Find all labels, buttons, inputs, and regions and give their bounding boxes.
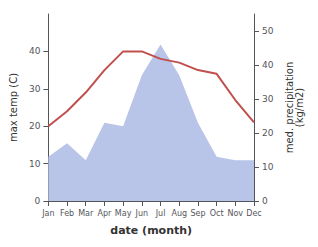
svg-text:Feb: Feb [60,209,74,218]
svg-text:Aug: Aug [171,209,187,218]
svg-text:0: 0 [35,196,41,206]
svg-text:Sep: Sep [190,209,205,218]
svg-text:Jan: Jan [41,209,54,218]
svg-text:20: 20 [29,121,41,131]
svg-text:May: May [115,209,132,218]
svg-text:10: 10 [262,162,274,172]
svg-text:Jun: Jun [135,209,149,218]
svg-text:50: 50 [262,26,274,36]
svg-text:40: 40 [262,60,274,70]
svg-text:Dec: Dec [246,209,261,218]
svg-text:Apr: Apr [98,209,113,218]
svg-text:max temp (C): max temp (C) [8,73,19,142]
svg-text:Nov: Nov [227,209,243,218]
svg-text:30: 30 [29,84,41,94]
svg-text:Jul: Jul [155,209,166,218]
svg-text:(kg/m2): (kg/m2) [294,88,305,128]
svg-text:40: 40 [29,46,41,56]
svg-text:date (month): date (month) [110,224,192,237]
svg-text:med. precipitation: med. precipitation [283,61,295,154]
svg-text:30: 30 [262,94,274,104]
svg-text:Mar: Mar [78,209,94,218]
svg-text:20: 20 [262,128,274,138]
svg-text:10: 10 [29,159,41,169]
svg-text:0: 0 [262,196,268,206]
svg-text:Oct: Oct [210,209,224,218]
